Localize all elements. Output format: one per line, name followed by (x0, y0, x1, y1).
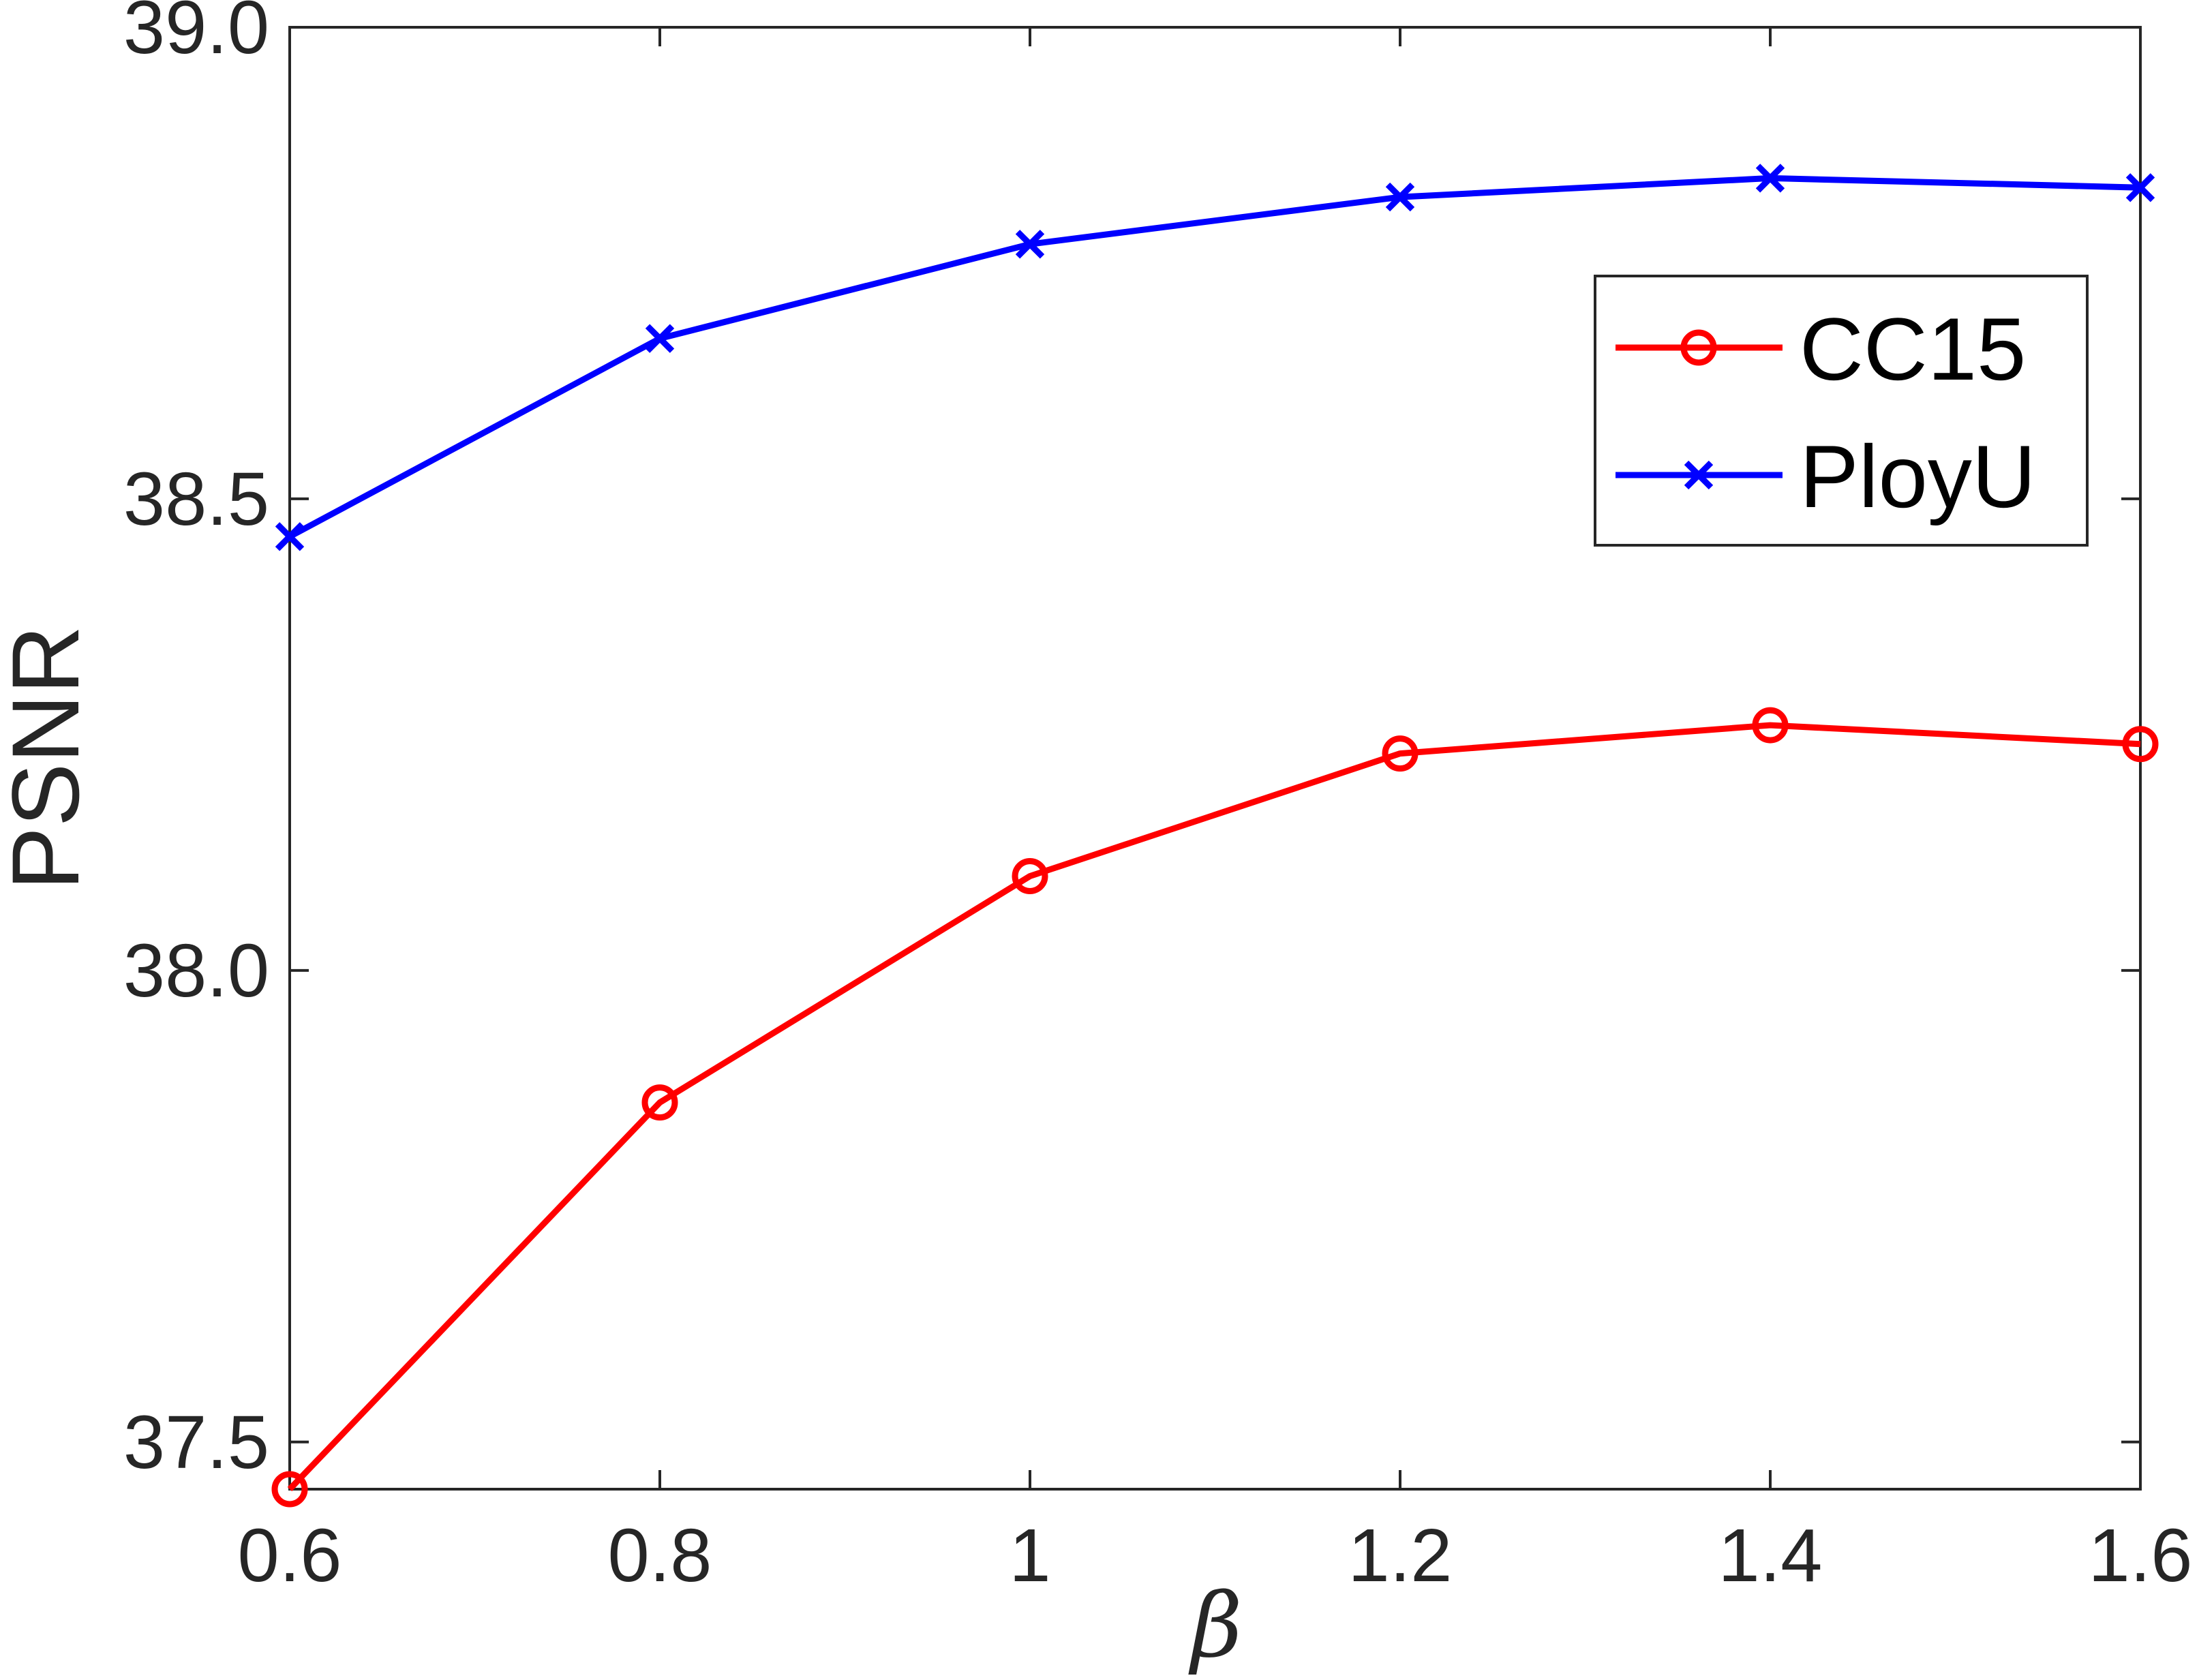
series-layer (271, 164, 2159, 1508)
legend-label-ployu: PloyU (1800, 427, 2036, 526)
x-tick-label: 1.4 (1718, 1514, 1823, 1598)
data-point-ployu (645, 324, 675, 353)
x-tick-label: 0.8 (608, 1514, 712, 1598)
y-axis-ticks: 37.5 38.0 38.5 39.0 (123, 0, 2140, 1484)
data-point-cc15 (1752, 707, 1789, 744)
data-point-cc15 (271, 1471, 308, 1508)
plot-area (288, 26, 2142, 1491)
y-tick-label: 37.5 (123, 1401, 269, 1484)
data-point-cc15 (1012, 857, 1048, 894)
x-tick-label: 1.6 (2089, 1514, 2193, 1598)
data-point-cc15 (1382, 735, 1419, 772)
data-point-cc15 (641, 1084, 678, 1121)
x-axis-ticks: 0.6 0.8 1 1.2 1.4 1.6 (238, 27, 2193, 1598)
y-axis-label: PSNR (0, 626, 99, 891)
data-point-ployu (1385, 182, 1415, 212)
series-line-ployu (288, 174, 2141, 540)
y-tick-label: 38.5 (123, 457, 269, 541)
legend-label-cc15: CC15 (1800, 299, 2026, 399)
y-tick-label: 38.0 (123, 929, 269, 1013)
data-point-ployu (1015, 230, 1045, 259)
data-point-ployu (1755, 164, 1785, 193)
data-point-cc15 (2122, 726, 2159, 763)
data-point-ployu (2125, 173, 2155, 202)
legend-box (1594, 275, 2089, 547)
legend: CC15 PloyU (1594, 275, 2089, 547)
x-tick-label: 0.6 (238, 1514, 342, 1598)
series-line-cc15 (287, 722, 2141, 1492)
y-tick-label: 39.0 (123, 0, 269, 70)
x-tick-label: 1.2 (1348, 1514, 1453, 1598)
x-tick-label: 1 (1009, 1514, 1050, 1598)
legend-marker-ployu (1684, 460, 1714, 490)
legend-marker-cc15 (1680, 329, 1717, 366)
data-point-ployu (275, 522, 305, 551)
x-axis-label: β (1187, 1574, 1242, 1677)
